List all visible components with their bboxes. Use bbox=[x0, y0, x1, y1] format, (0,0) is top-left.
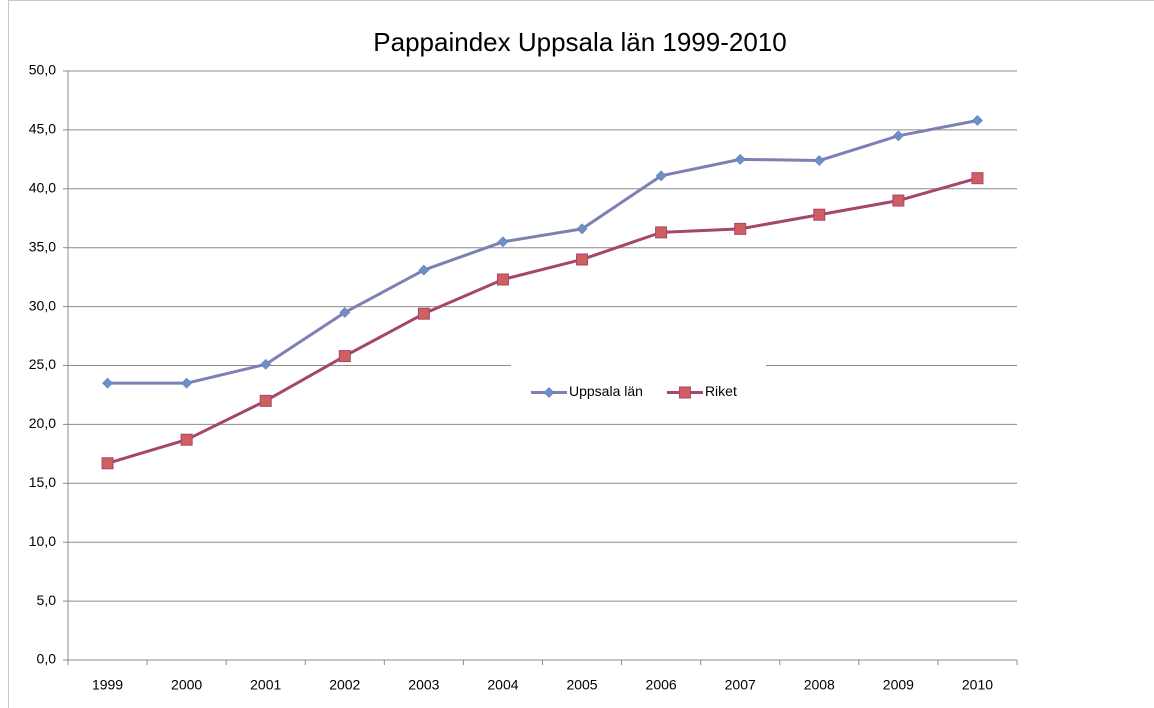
marker bbox=[101, 457, 114, 470]
y-tick-label: 5,0 bbox=[37, 592, 57, 608]
series-line bbox=[107, 176, 978, 465]
series-line bbox=[107, 119, 978, 385]
x-tick-label: 2008 bbox=[804, 677, 835, 693]
marker bbox=[260, 358, 272, 370]
marker bbox=[971, 172, 984, 185]
marker bbox=[734, 222, 747, 235]
marker bbox=[655, 226, 668, 239]
marker bbox=[339, 307, 351, 318]
y-tick-label: 30,0 bbox=[29, 297, 56, 313]
legend-marker bbox=[543, 387, 555, 398]
x-tick-label: 2001 bbox=[250, 677, 281, 693]
y-tick-label: 20,0 bbox=[29, 415, 56, 431]
x-tick-label: 2006 bbox=[646, 677, 677, 693]
marker bbox=[655, 170, 667, 182]
marker bbox=[972, 115, 983, 126]
marker bbox=[181, 377, 193, 389]
marker bbox=[496, 273, 509, 286]
legend-label: Riket bbox=[705, 383, 737, 399]
y-tick-label: 45,0 bbox=[29, 121, 56, 137]
x-tick-label: 2009 bbox=[883, 677, 914, 693]
chart-title: Pappaindex Uppsala län 1999-2010 bbox=[373, 27, 786, 57]
marker bbox=[892, 194, 905, 207]
marker bbox=[338, 350, 351, 363]
marker bbox=[734, 153, 746, 165]
y-tick-label: 0,0 bbox=[37, 651, 57, 667]
marker bbox=[497, 236, 509, 248]
x-tick-label: 2000 bbox=[171, 677, 202, 693]
marker bbox=[259, 394, 272, 407]
marker bbox=[892, 130, 904, 142]
marker bbox=[576, 253, 589, 266]
marker bbox=[180, 433, 193, 446]
x-tick-label: 2004 bbox=[487, 677, 518, 693]
legend: Uppsala län Riket bbox=[511, 361, 766, 424]
x-tick-label: 2010 bbox=[962, 677, 993, 693]
marker bbox=[418, 264, 430, 276]
chart-frame bbox=[8, 0, 1154, 708]
y-tick-label: 35,0 bbox=[29, 238, 56, 254]
y-tick-label: 40,0 bbox=[29, 180, 56, 196]
marker bbox=[102, 377, 113, 389]
marker bbox=[576, 223, 588, 235]
x-tick-label: 2007 bbox=[725, 677, 756, 693]
x-tick-label: 2002 bbox=[329, 677, 360, 693]
marker bbox=[813, 155, 825, 166]
y-tick-label: 10,0 bbox=[29, 533, 56, 549]
x-tick-label: 1999 bbox=[92, 677, 123, 693]
marker bbox=[417, 307, 430, 320]
legend-label: Uppsala län bbox=[569, 383, 643, 399]
marker bbox=[813, 208, 826, 221]
x-tick-label: 2003 bbox=[408, 677, 439, 693]
y-tick-label: 15,0 bbox=[29, 474, 56, 490]
x-tick-label: 2005 bbox=[566, 677, 597, 693]
y-tick-label: 25,0 bbox=[29, 356, 56, 372]
y-tick-label: 50,0 bbox=[29, 62, 56, 78]
legend-marker bbox=[678, 386, 691, 399]
